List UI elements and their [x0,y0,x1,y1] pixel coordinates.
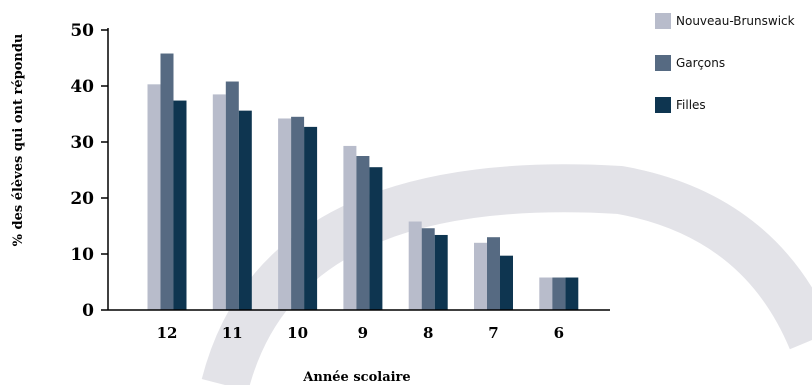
bar-7-filles [500,255,513,310]
x-tick-label: 11 [222,324,243,342]
y-tick-label: 50 [70,21,94,41]
bar-12-filles [173,100,187,310]
decorative-arc [201,164,812,385]
x-tick-label: 7 [488,324,498,342]
y-tick-label: 10 [70,245,94,265]
legend-label: Garçons [676,56,725,70]
bar-12-gar-ons [160,53,174,311]
x-tick-label: 8 [423,324,433,342]
bar-11-gar-ons [225,81,239,311]
bars [147,53,579,311]
legend: Nouveau-Brunswick Garçons Filles [655,13,795,113]
x-axis-title: Année scolaire [302,370,410,385]
x-ticks: 12 11 10 9 8 7 6 [157,324,564,342]
bar-9-gar-ons [356,156,370,310]
bar-9-filles [369,167,383,310]
bar-6-filles [565,277,579,310]
bar-8-filles [434,234,448,310]
y-ticks: 0 10 20 30 40 50 [70,21,108,321]
bar-8-nouveau-brunswick [408,221,422,310]
legend-label: Filles [676,98,706,112]
x-tick-label: 6 [554,324,564,342]
bar-9-nouveau-brunswick [343,145,357,310]
y-tick-label: 30 [70,133,94,153]
bar-7-gar-ons [487,237,500,310]
legend-swatch [655,97,671,113]
bar-10-filles [304,126,318,310]
bar-11-nouveau-brunswick [212,94,226,311]
x-tick-label: 9 [358,324,368,342]
x-tick-label: 12 [157,324,178,342]
bar-12-nouveau-brunswick [147,84,161,310]
y-axis-title: % des élèves qui ont répondu [11,34,26,247]
bar-7-nouveau-brunswick [474,242,487,310]
y-tick-label: 40 [70,77,94,97]
y-tick-label: 20 [70,189,94,209]
bar-10-nouveau-brunswick [278,118,292,310]
bar-10-gar-ons [291,116,305,310]
bar-11-filles [238,110,252,310]
legend-swatch [655,55,671,71]
legend-swatch [655,13,671,29]
y-tick-label: 0 [82,301,94,321]
bar-8-gar-ons [421,228,435,310]
legend-label: Nouveau-Brunswick [676,14,795,28]
x-tick-label: 10 [287,324,308,342]
bar-6-gar-ons [552,277,566,310]
bar-6-nouveau-brunswick [539,277,553,310]
